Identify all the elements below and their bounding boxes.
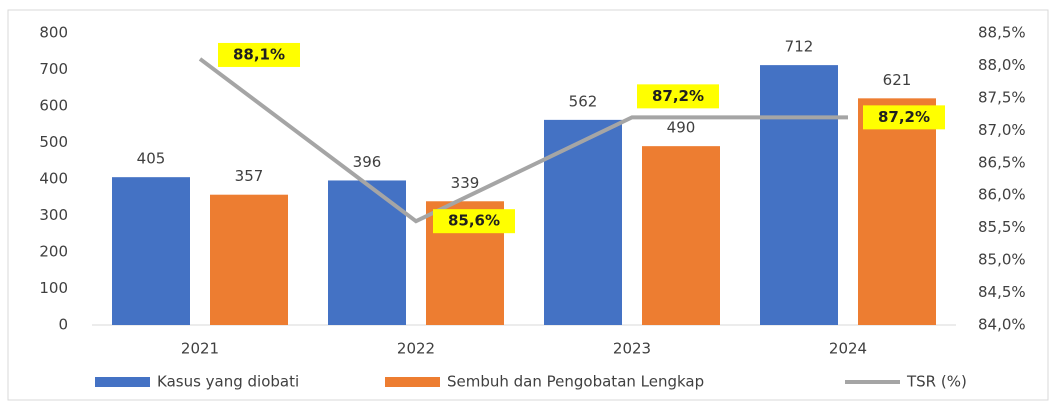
- bar-label: 357: [235, 167, 264, 185]
- data-label-bg: [637, 84, 719, 109]
- y-tick-label: 600: [39, 97, 68, 115]
- y2-tick-label: 88,0%: [978, 56, 1026, 74]
- data-label: 85,6%: [448, 212, 500, 230]
- x-tick-label: 2022: [397, 340, 435, 358]
- bar-label: 339: [451, 174, 480, 192]
- y-tick-label: 400: [39, 170, 68, 188]
- x-tick-label: 2024: [829, 340, 867, 358]
- x-tick-label: 2021: [181, 340, 219, 358]
- bar-label: 562: [569, 92, 598, 110]
- y2-tick-label: 86,0%: [978, 186, 1026, 204]
- y-tick-label: 700: [39, 60, 68, 78]
- legend-swatch: [385, 377, 440, 387]
- bar-label: 405: [137, 150, 166, 168]
- bar: [328, 180, 406, 325]
- tsr-line: [198, 57, 848, 224]
- y2-tick-label: 87,5%: [978, 88, 1026, 106]
- bar-label: 490: [667, 119, 696, 137]
- data-label-bg: [433, 209, 515, 234]
- y-tick-label: 0: [58, 316, 68, 334]
- legend-label: TSR (%): [906, 373, 967, 391]
- y-tick-label: 100: [39, 279, 68, 297]
- bar-label: 621: [883, 71, 912, 89]
- data-label-bg: [218, 42, 300, 67]
- bar: [112, 177, 190, 325]
- y2-tick-label: 87,0%: [978, 121, 1026, 139]
- data-label-bg: [863, 105, 945, 130]
- y-tick-label: 300: [39, 206, 68, 224]
- y-tick-label: 500: [39, 133, 68, 151]
- data-label: 87,2%: [652, 87, 704, 105]
- bar: [760, 65, 838, 326]
- bar: [544, 119, 622, 326]
- legend-label: Kasus yang diobati: [157, 373, 299, 391]
- bar-label: 396: [353, 153, 382, 171]
- y2-tick-label: 84,5%: [978, 283, 1026, 301]
- y2-tick-label: 88,5%: [978, 24, 1026, 42]
- data-label: 87,2%: [878, 108, 930, 126]
- legend-label: Sembuh dan Pengobatan Lengkap: [447, 373, 704, 391]
- y2-tick-label: 86,5%: [978, 153, 1026, 171]
- bar: [210, 194, 288, 325]
- x-tick-label: 2023: [613, 340, 651, 358]
- y-tick-label: 200: [39, 243, 68, 261]
- y2-tick-label: 84,0%: [978, 316, 1026, 334]
- chart-frame: [7, 9, 1049, 401]
- bar: [642, 146, 720, 325]
- bar: [858, 98, 936, 326]
- bar-label: 712: [785, 38, 814, 56]
- y2-tick-label: 85,0%: [978, 251, 1026, 269]
- data-label: 88,1%: [233, 45, 285, 63]
- y-tick-label: 800: [39, 24, 68, 42]
- legend-swatch: [95, 377, 150, 387]
- y2-tick-label: 85,5%: [978, 218, 1026, 236]
